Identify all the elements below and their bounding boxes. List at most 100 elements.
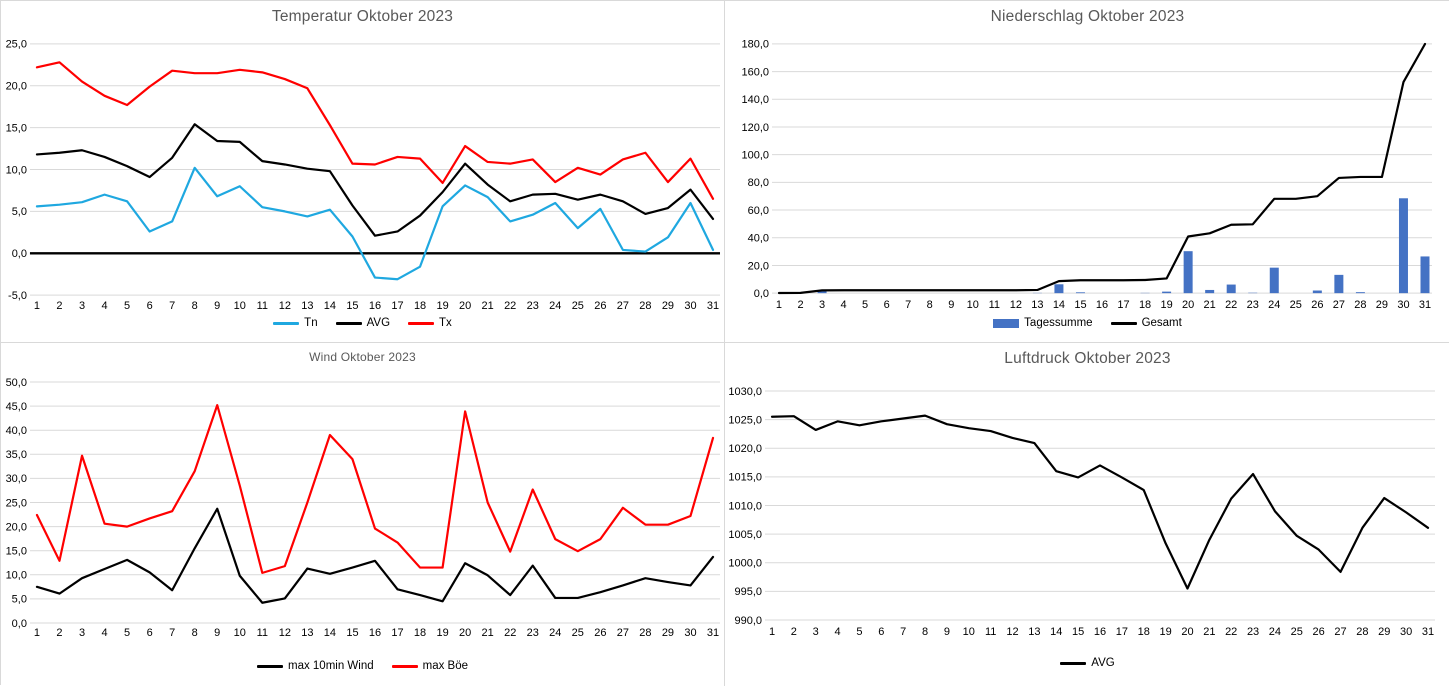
x-axis-tick-label: 18 [1139, 299, 1151, 311]
x-axis-tick-label: 1 [34, 300, 40, 312]
x-axis-tick-label: 23 [1247, 299, 1259, 311]
legend-label: Gesamt [1142, 317, 1182, 329]
x-axis-tick-label: 13 [301, 627, 313, 639]
x-axis-tick-label: 20 [1182, 299, 1194, 311]
y-axis-tick-label: 25,0 [6, 497, 27, 509]
y-axis-tick-label: 1030,0 [728, 386, 762, 398]
x-axis-tick-label: 13 [1028, 626, 1040, 638]
precipitation-series-line [779, 44, 1425, 293]
x-axis-tick-label: 13 [301, 300, 313, 312]
x-axis-tick-label: 5 [856, 626, 862, 638]
legend-label: Tn [304, 317, 317, 329]
y-axis-tick-label: 25,0 [6, 39, 27, 51]
x-axis-tick-label: 25 [572, 627, 584, 639]
x-axis-tick-label: 12 [279, 627, 291, 639]
x-axis-tick-label: 17 [1117, 299, 1129, 311]
x-axis-tick-label: 15 [1072, 626, 1084, 638]
x-axis-tick-label: 11 [257, 627, 268, 639]
legend-line-swatch-icon [408, 322, 434, 325]
x-axis-tick-label: 6 [147, 300, 153, 312]
x-axis-tick-label: 6 [884, 299, 890, 311]
x-axis-tick-label: 30 [1397, 299, 1409, 311]
x-axis-tick-label: 3 [79, 627, 85, 639]
legend-label: AVG [1091, 657, 1114, 669]
x-axis-tick-label: 31 [1422, 626, 1434, 638]
y-axis-tick-label: 1015,0 [728, 472, 762, 484]
x-axis-tick-label: 24 [1269, 626, 1281, 638]
y-axis-tick-label: 20,0 [6, 521, 27, 533]
y-axis-tick-label: 1020,0 [728, 443, 762, 455]
x-axis-tick-label: 2 [56, 300, 62, 312]
legend-label: Tx [439, 317, 452, 329]
y-axis-tick-label: -5,0 [8, 290, 27, 302]
x-axis-tick-label: 6 [878, 626, 884, 638]
x-axis-tick-label: 9 [948, 299, 954, 311]
x-axis-tick-label: 9 [944, 626, 950, 638]
y-axis-tick-label: 100,0 [742, 150, 769, 162]
x-axis-tick-label: 28 [639, 300, 651, 312]
x-axis-tick-label: 8 [927, 299, 933, 311]
legend-item-avg: AVG [336, 317, 390, 329]
x-axis-tick-label: 14 [324, 300, 336, 312]
x-axis-tick-label: 1 [769, 626, 775, 638]
x-axis-tick-label: 21 [1204, 299, 1216, 311]
x-axis-tick-label: 9 [214, 627, 220, 639]
x-axis-tick-label: 18 [414, 300, 426, 312]
x-axis-tick-label: 5 [862, 299, 868, 311]
x-axis-tick-label: 16 [1096, 299, 1108, 311]
temperature-series-line [37, 124, 713, 235]
x-axis-tick-label: 11 [989, 299, 1000, 311]
x-axis-tick-label: 14 [324, 627, 336, 639]
precipitation-bar [1184, 251, 1193, 293]
y-axis-tick-label: 50,0 [6, 377, 27, 389]
wind-plot: 0,05,010,015,020,025,030,035,040,045,050… [1, 343, 724, 686]
x-axis-tick-label: 8 [192, 300, 198, 312]
x-axis-tick-label: 19 [436, 627, 448, 639]
precipitation-bar [1162, 292, 1171, 294]
x-axis-tick-label: 23 [527, 627, 539, 639]
x-axis-tick-label: 26 [1311, 299, 1323, 311]
y-axis-tick-label: 0,0 [12, 248, 27, 260]
x-axis-tick-label: 29 [662, 300, 674, 312]
x-axis-tick-label: 3 [79, 300, 85, 312]
x-axis-tick-label: 26 [594, 627, 606, 639]
x-axis-tick-label: 16 [369, 300, 381, 312]
precipitation-chart-title: Niederschlag Oktober 2023 [725, 8, 1449, 26]
x-axis-tick-label: 12 [1010, 299, 1022, 311]
x-axis-tick-label: 30 [1400, 626, 1412, 638]
precipitation-bar [1227, 285, 1236, 294]
x-axis-tick-label: 23 [527, 300, 539, 312]
x-axis-tick-label: 11 [985, 626, 996, 638]
x-axis-tick-label: 29 [662, 627, 674, 639]
y-axis-tick-label: 40,0 [748, 233, 769, 245]
x-axis-tick-label: 7 [169, 300, 175, 312]
legend-item-max-b-e: max Böe [392, 660, 468, 672]
x-axis-tick-label: 16 [369, 627, 381, 639]
x-axis-tick-label: 14 [1050, 626, 1062, 638]
legend-line-swatch-icon [273, 322, 299, 325]
y-axis-tick-label: 0,0 [12, 618, 27, 630]
x-axis-tick-label: 19 [1159, 626, 1171, 638]
x-axis-tick-label: 15 [346, 300, 358, 312]
x-axis-tick-label: 20 [459, 300, 471, 312]
x-axis-tick-label: 4 [102, 627, 108, 639]
x-axis-tick-label: 25 [1290, 299, 1302, 311]
legend-item-tx: Tx [408, 317, 452, 329]
y-axis-tick-label: 20,0 [6, 81, 27, 93]
y-axis-tick-label: 15,0 [6, 122, 27, 134]
y-axis-tick-label: 1000,0 [728, 558, 762, 570]
precipitation-bar [1313, 291, 1322, 294]
x-axis-tick-label: 21 [482, 300, 494, 312]
x-axis-tick-label: 4 [101, 300, 107, 312]
x-axis-tick-label: 7 [169, 627, 175, 639]
legend-line-swatch-icon [257, 665, 283, 668]
